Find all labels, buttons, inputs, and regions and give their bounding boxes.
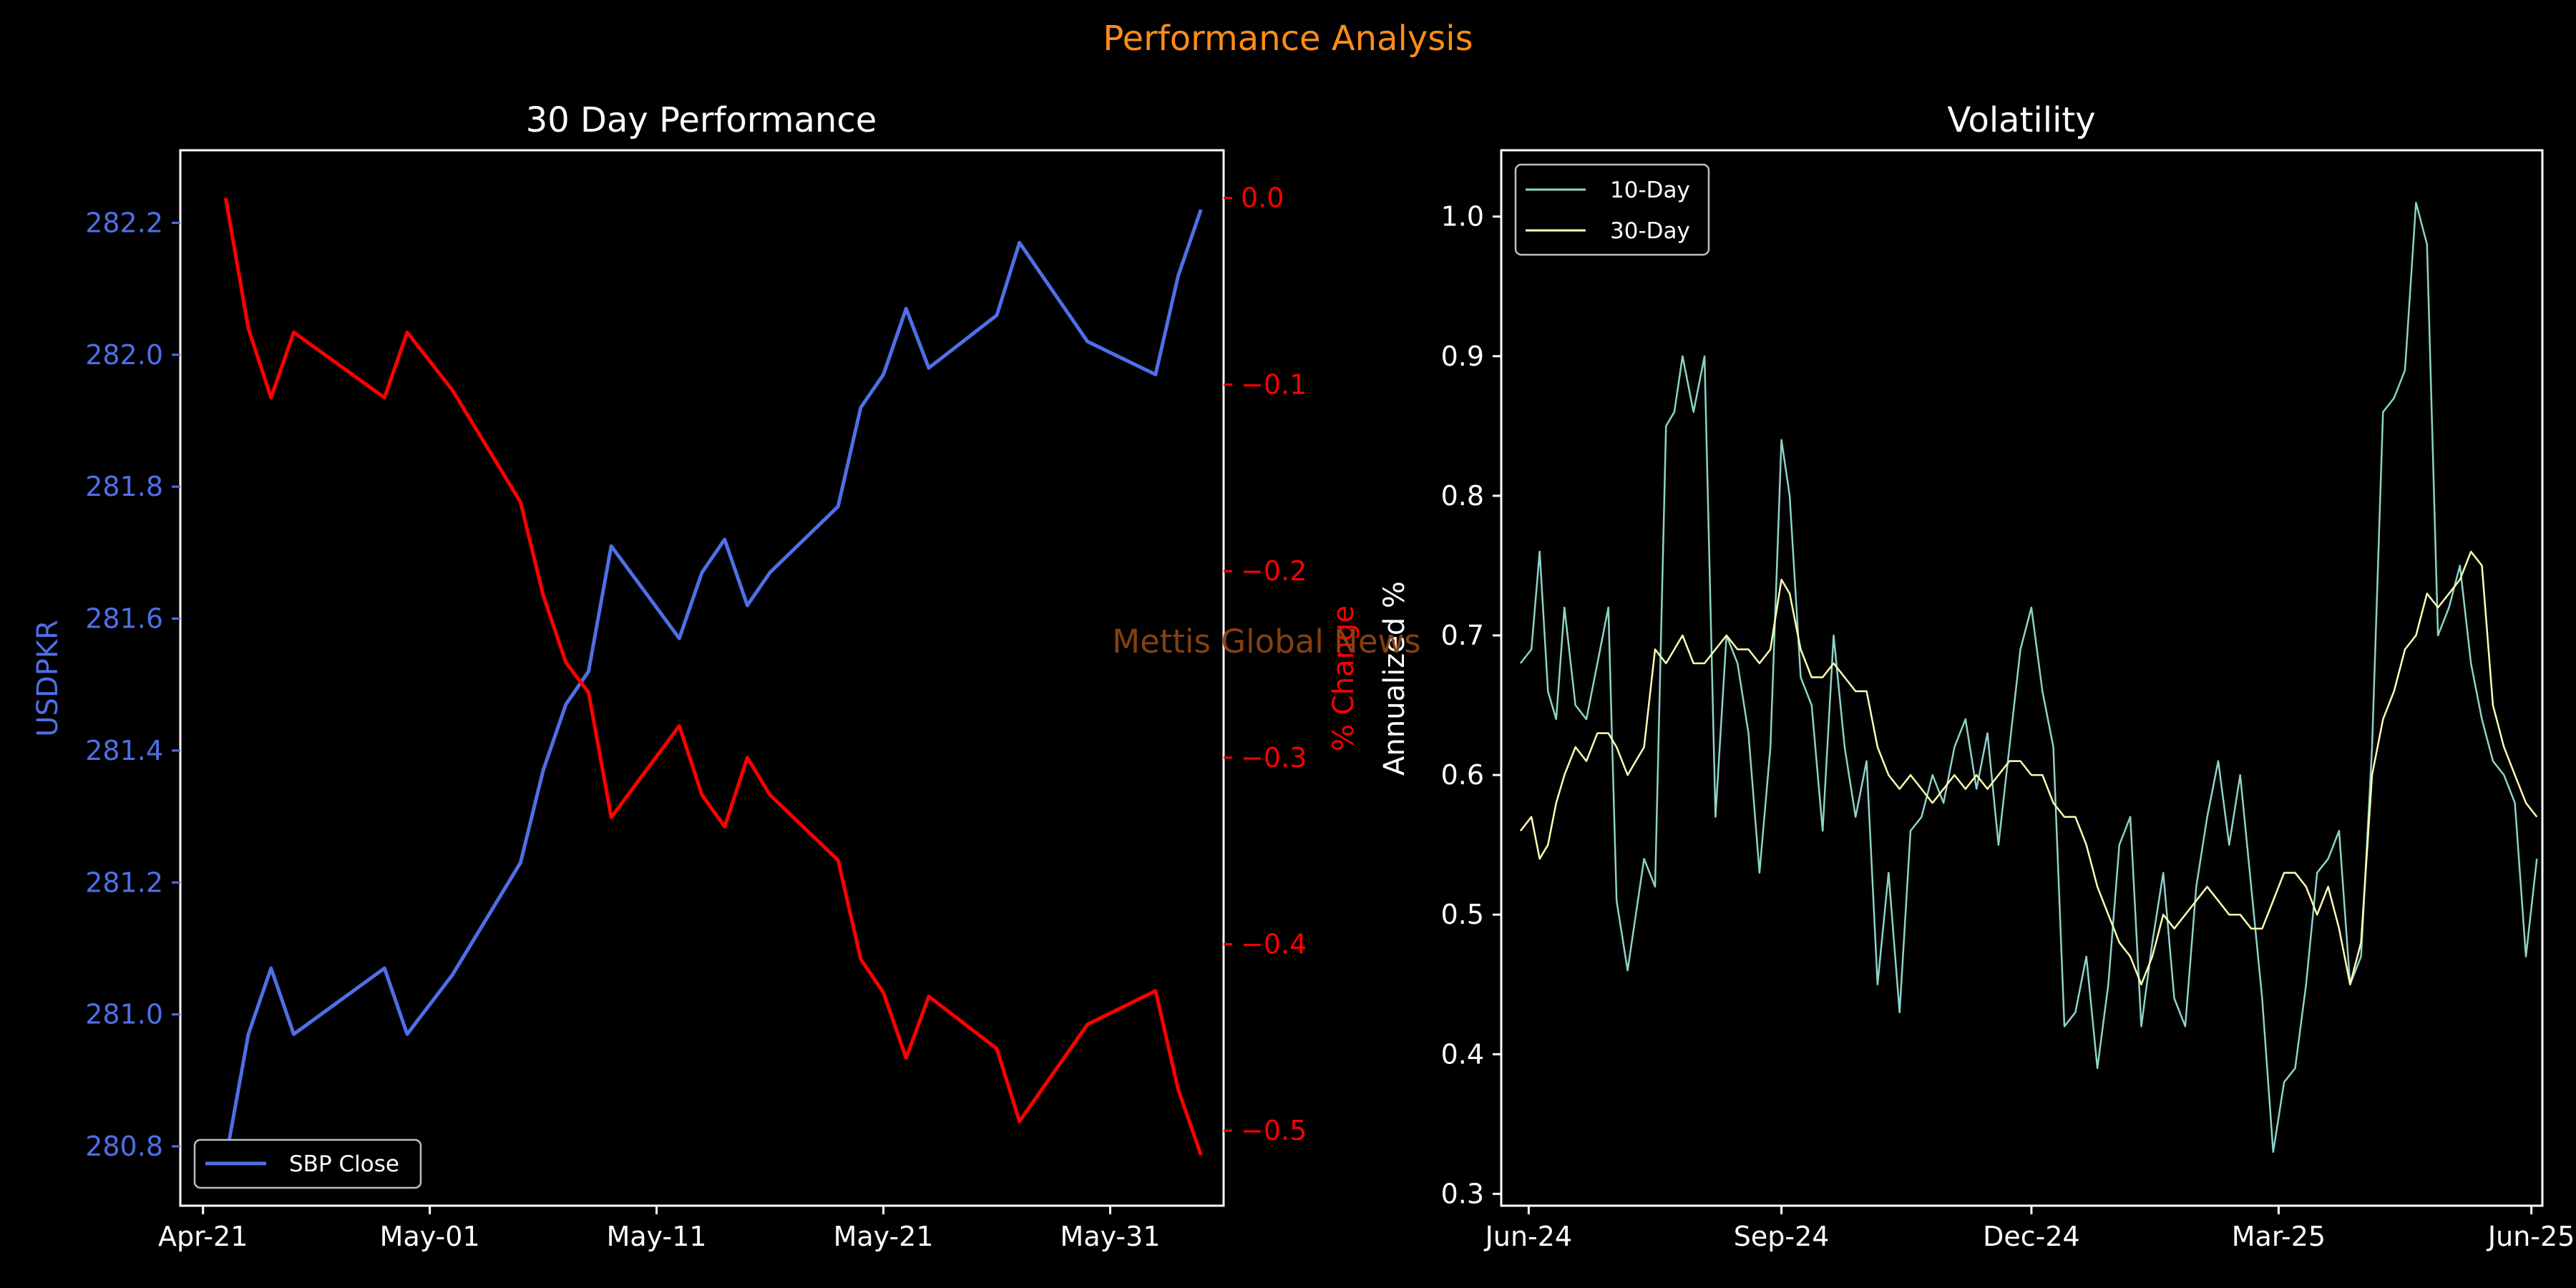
left-y-tick-label: 281.2: [85, 867, 163, 898]
left-x-tick-label: Apr-21: [158, 1221, 248, 1252]
right-chart-panel: Volatility Jun-24 Sep-24 Dec-24 Mar-25 Jun-2…: [1378, 100, 2575, 1252]
left-legend-box: [193, 1138, 422, 1189]
left-chart-title: 30 Day Performance: [526, 100, 877, 140]
left-y-tick-label: 282.0: [85, 339, 163, 371]
right-plot-content: Jun-24 Sep-24 Dec-24 Mar-25 Jun-25 0.3 0.4 0.5 0…: [1441, 201, 2575, 1252]
left-secondary-y-axis-label: % Change: [1327, 605, 1360, 751]
left-y-tick-label: 280.8: [85, 1131, 163, 1162]
right-y-tick-label: 0.4: [1441, 1038, 1484, 1070]
legend-label-30-day: 30-Day: [1610, 218, 1690, 244]
right-y-tick-label: 0.5: [1441, 899, 1484, 930]
left-y2-tick-label: −0.3: [1241, 742, 1307, 774]
right-y-axis-label: Annualized %: [1378, 581, 1411, 776]
left-plot-content: Apr-21 May-01 May-11 May-21 May-31 280.8 281.0…: [85, 182, 1307, 1252]
series-line-30-day: [1519, 550, 2538, 986]
left-y2-tick-label: 0.0: [1241, 182, 1284, 214]
right-x-tick-label: Jun-25: [2487, 1221, 2575, 1252]
left-y-tick-label: 281.4: [85, 735, 163, 766]
left-x-tick-label: May-01: [380, 1221, 480, 1252]
left-y-tick-label: 281.0: [85, 999, 163, 1030]
left-y-tick-label: 281.8: [85, 471, 163, 502]
left-x-tick-label: May-31: [1060, 1221, 1161, 1252]
left-legend: SBP Close: [193, 1138, 422, 1189]
series-line-change: [223, 197, 1203, 1156]
left-y2-tick-label: −0.4: [1241, 929, 1307, 960]
right-y-tick-label: 0.3: [1441, 1178, 1484, 1209]
right-x-tick-label: Sep-24: [1734, 1221, 1830, 1252]
right-legend: 10-Day 30-Day: [1514, 163, 1710, 256]
left-y-tick-label: 281.6: [85, 603, 163, 635]
right-chart-title: Volatility: [1947, 100, 2095, 140]
left-plot-frame: [179, 149, 1225, 1207]
legend-label-10-day: 10-Day: [1610, 177, 1690, 203]
right-y-tick-label: 1.0: [1441, 201, 1484, 233]
left-y2-tick-label: −0.5: [1241, 1115, 1307, 1146]
right-x-tick-label: Jun-24: [1484, 1221, 1572, 1252]
left-chart-panel: 30 Day Performance Apr-21 May-01 May-11 May…: [31, 100, 1360, 1252]
right-y-tick-label: 0.9: [1441, 341, 1484, 372]
left-x-tick-label: May-21: [834, 1221, 934, 1252]
left-y-tick-label: 282.2: [85, 207, 163, 238]
left-x-tick-label: May-11: [607, 1221, 707, 1252]
series-line-sbp-close: [223, 209, 1203, 1160]
legend-label-sbp-close: SBP Close: [289, 1151, 399, 1177]
left-y2-tick-label: −0.2: [1241, 555, 1307, 587]
right-y-tick-label: 0.7: [1441, 620, 1484, 651]
right-y-tick-label: 0.8: [1441, 480, 1484, 512]
right-y-tick-label: 0.6: [1441, 759, 1484, 791]
right-plot-frame: [1500, 149, 2544, 1207]
right-x-tick-label: Mar-25: [2232, 1221, 2326, 1252]
right-x-tick-label: Dec-24: [1983, 1221, 2080, 1252]
watermark-text: Mettis Global News: [1112, 623, 1421, 660]
left-y2-tick-label: −0.1: [1241, 369, 1307, 400]
right-legend-box: [1514, 163, 1710, 256]
left-y-axis-label: USDPKR: [31, 620, 64, 737]
figure-title: Performance Analysis: [1103, 19, 1473, 59]
